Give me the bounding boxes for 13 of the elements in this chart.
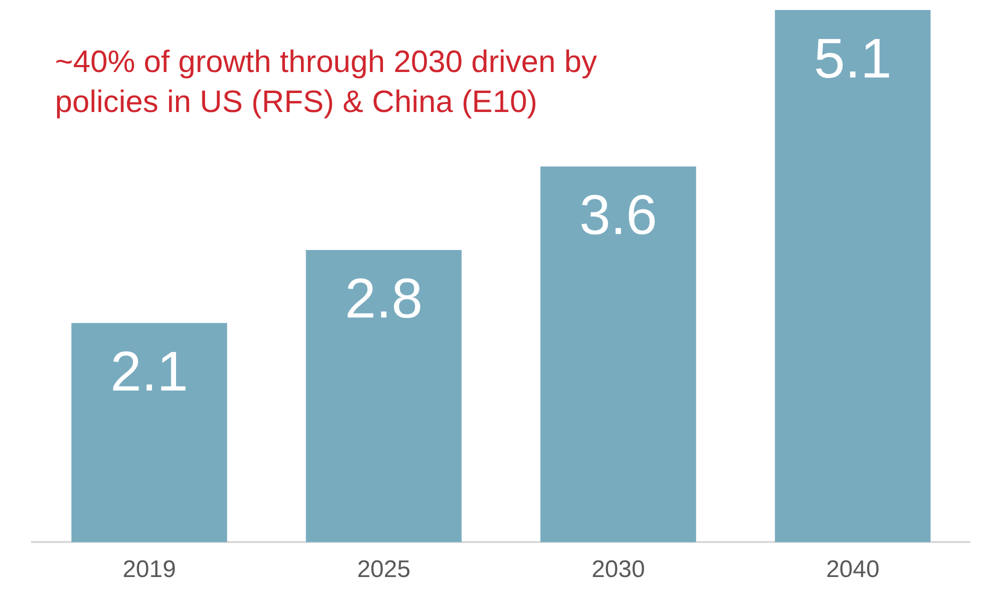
x-tick-label: 2040	[826, 556, 880, 584]
x-tick-label: 2030	[592, 556, 645, 584]
bar	[774, 10, 931, 542]
bar	[540, 166, 696, 542]
x-tick-label: 2025	[357, 556, 410, 584]
bar	[71, 323, 228, 542]
data-label: 3.6	[579, 182, 658, 246]
data-label: 2.1	[110, 339, 188, 402]
data-label: 5.1	[814, 26, 892, 90]
x-tick-label: 2019	[122, 556, 176, 584]
annotation: ~40% of growth through 2030 driven by policies in US (RFS) & China (E10)	[55, 43, 598, 121]
data-label: 2.8	[344, 266, 423, 330]
bar	[306, 250, 462, 542]
